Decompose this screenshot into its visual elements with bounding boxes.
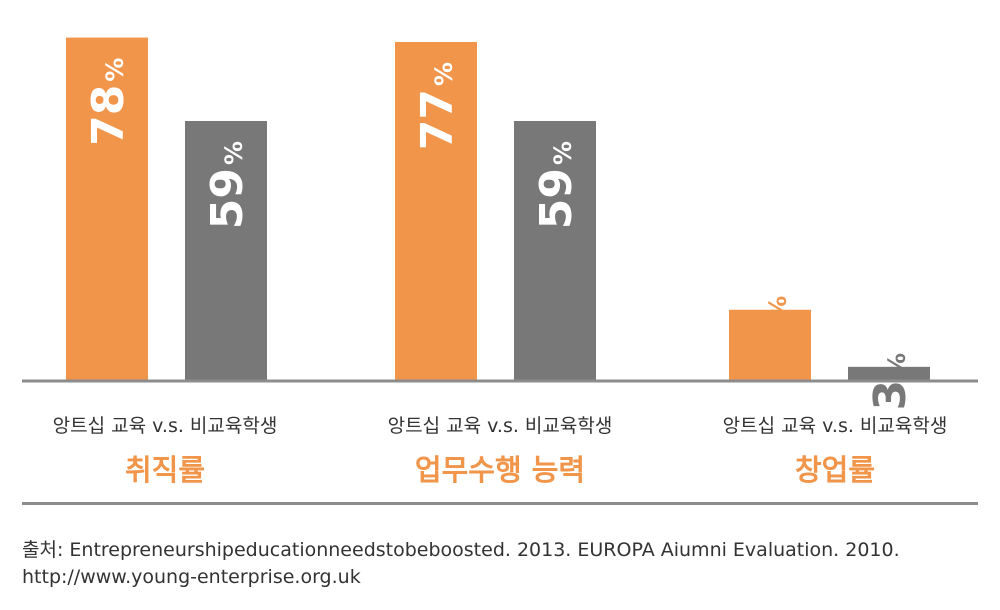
bar-no-education-2 bbox=[514, 120, 596, 381]
category-label-startup-rate: 창업률 bbox=[794, 453, 876, 487]
bar-no-education-3 bbox=[848, 366, 930, 380]
comparison-caption-1: 앙트십 교육 v.s. 비교육학생 bbox=[52, 415, 278, 437]
comparison-caption-2: 앙트십 교육 v.s. 비교육학생 bbox=[387, 415, 613, 437]
bar-education-2 bbox=[395, 41, 477, 380]
value-label-education-2: 77% bbox=[412, 62, 463, 150]
bar-no-education-1 bbox=[185, 120, 267, 381]
source-line-1: 출처: Entrepreneurshipeducationneedstobebo… bbox=[22, 539, 900, 561]
value-label-education-3: 16% bbox=[746, 296, 797, 384]
bars-group bbox=[66, 37, 930, 381]
source-citation: 출처: Entrepreneurshipeducationneedstobebo… bbox=[22, 537, 982, 591]
comparison-caption-3: 앙트십 교육 v.s. 비교육학생 bbox=[722, 415, 948, 437]
category-label-job-performance: 업무수행 능력 bbox=[414, 453, 586, 487]
value-label-no-education-1: 59% bbox=[202, 141, 253, 229]
value-label-no-education-2: 59% bbox=[531, 141, 582, 229]
value-labels-group: 78% 59% 77% 59% 16% 3% bbox=[83, 58, 916, 411]
divider-line bbox=[22, 502, 978, 505]
bar-education-3 bbox=[729, 309, 811, 380]
bar-education-1 bbox=[66, 37, 148, 380]
value-label-no-education-3: 3% bbox=[865, 353, 916, 411]
source-line-2: http://www.young-enterprise.org.uk bbox=[22, 566, 361, 588]
bar-chart: 78% 59% 77% 59% 16% 3% bbox=[22, 37, 978, 411]
value-label-education-1: 78% bbox=[83, 58, 134, 146]
category-label-employment: 취직률 bbox=[124, 453, 206, 487]
